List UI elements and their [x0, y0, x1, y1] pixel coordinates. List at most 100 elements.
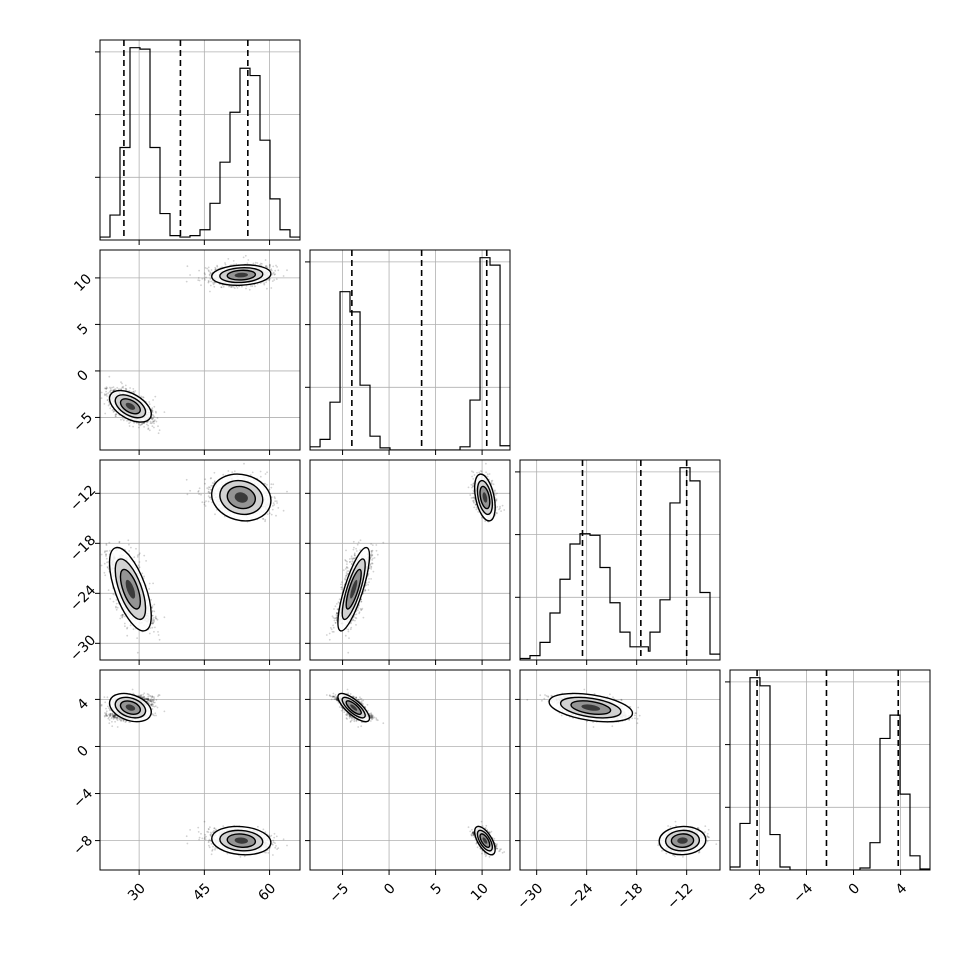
sample-point [133, 422, 135, 424]
sample-point [138, 552, 141, 555]
sample-point [265, 264, 268, 267]
sample-point [121, 418, 124, 420]
sample-point [152, 622, 155, 624]
sample-point [121, 614, 124, 617]
sample-point [197, 279, 200, 281]
sample-point [153, 405, 156, 408]
sample-point [275, 264, 277, 267]
sample-point [150, 598, 153, 601]
panel-border [99, 39, 301, 241]
sample-point [264, 265, 267, 268]
sample-point [276, 266, 278, 268]
sample-point [203, 277, 206, 280]
panel-border [519, 459, 721, 661]
sample-point [157, 634, 160, 636]
sample-point [209, 284, 212, 287]
sample-point [272, 272, 274, 275]
sample-point [262, 518, 265, 520]
sample-point [141, 572, 144, 575]
sample-point [230, 286, 232, 288]
histogram-panel-1 [305, 249, 511, 455]
sample-point [106, 399, 109, 401]
sample-point [152, 622, 154, 624]
sample-point [132, 388, 135, 390]
sample-point [266, 513, 269, 515]
sample-point [151, 425, 154, 428]
sample-point [98, 383, 100, 385]
sample-point [132, 425, 135, 428]
sample-point [208, 496, 211, 499]
sample-point [265, 266, 267, 268]
sample-point [121, 616, 123, 619]
sample-point [151, 620, 154, 623]
sample-point [224, 263, 227, 266]
sample-point [121, 386, 124, 389]
panel-border [309, 249, 511, 451]
sample-point [104, 412, 107, 415]
sample-point [108, 403, 111, 406]
sample-point [214, 266, 217, 269]
sample-point [148, 401, 151, 403]
sample-point [151, 417, 154, 420]
sample-point [100, 391, 103, 394]
sample-point [116, 386, 119, 389]
sample-point [213, 282, 216, 284]
sample-point [277, 269, 280, 272]
sample-point [155, 411, 157, 414]
sample-point [111, 386, 113, 389]
sample-point [147, 424, 150, 427]
sample-point [133, 391, 136, 394]
sample-point [100, 553, 103, 556]
sample-point [118, 388, 120, 390]
sample-point [224, 262, 226, 264]
sample-point [212, 282, 214, 284]
sample-point [153, 420, 156, 423]
sample-point [105, 387, 107, 390]
sample-point [115, 608, 118, 611]
sample-point [254, 285, 256, 288]
sample-point [105, 550, 107, 552]
sample-point [137, 426, 140, 429]
sample-point [186, 493, 189, 496]
sample-point [266, 287, 268, 290]
density-contour [234, 272, 248, 278]
sample-point [241, 285, 243, 288]
sample-point [137, 564, 140, 567]
sample-point [143, 426, 146, 428]
sample-point [204, 279, 206, 281]
sample-point [208, 492, 211, 495]
sample-point [209, 477, 212, 480]
sample-point [153, 619, 155, 622]
sample-point [275, 278, 278, 280]
sample-point [113, 410, 116, 412]
sample-point [140, 423, 143, 426]
sample-point [155, 617, 157, 620]
sample-point [103, 562, 106, 565]
sample-point [152, 582, 155, 585]
sample-point [139, 424, 142, 427]
sample-point [109, 387, 112, 390]
panel-content [520, 460, 720, 660]
sample-point [148, 632, 151, 635]
sample-point [222, 285, 225, 288]
sample-point [118, 541, 121, 544]
sample-point [209, 486, 211, 489]
sample-point [208, 273, 211, 276]
sample-point [141, 423, 144, 426]
sample-point [128, 422, 131, 424]
sample-point [149, 422, 152, 425]
sample-point [204, 478, 207, 481]
sample-point [152, 617, 155, 619]
sample-point [151, 411, 154, 414]
sample-point [107, 561, 110, 563]
sample-point [146, 423, 148, 426]
sample-point [151, 417, 153, 420]
sample-point [124, 625, 126, 628]
sample-point [213, 481, 216, 484]
sample-point [214, 269, 216, 271]
panel-content [98, 254, 288, 435]
sample-point [207, 486, 210, 489]
sample-point [277, 507, 280, 509]
sample-point [154, 395, 157, 398]
sample-point [121, 614, 123, 616]
